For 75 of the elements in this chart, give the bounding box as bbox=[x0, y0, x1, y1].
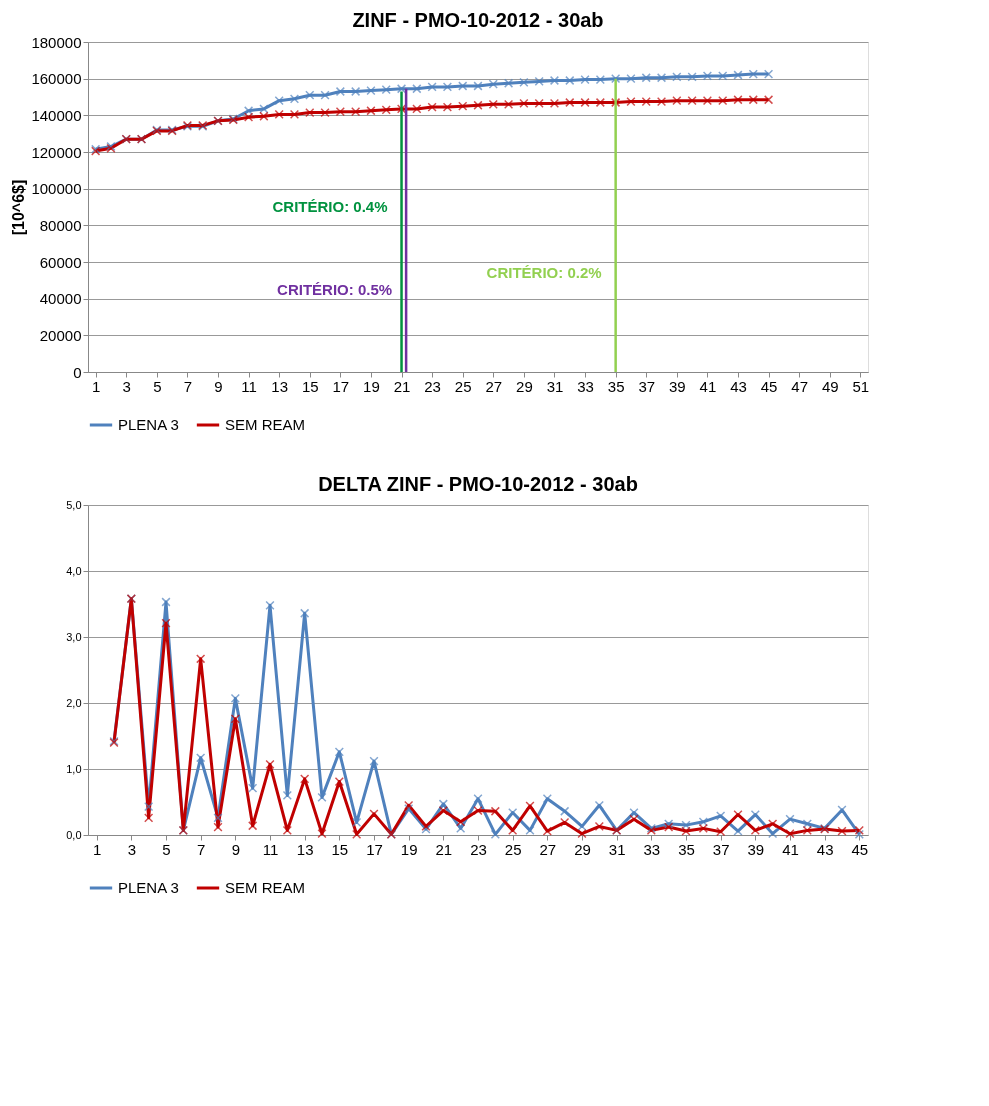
y-tick-label: 2,0 bbox=[66, 696, 82, 709]
x-tick-label: 25 bbox=[504, 840, 522, 858]
x-tick-label: 15 bbox=[301, 377, 319, 395]
y-tick-label: 140000 bbox=[31, 106, 82, 124]
x-tick-label: 45 bbox=[760, 377, 778, 395]
x-tick-label: 35 bbox=[678, 840, 695, 858]
x-tick-label: 31 bbox=[546, 377, 564, 395]
y-tick-label: 0 bbox=[73, 363, 82, 381]
y-tick-label: 100000 bbox=[31, 180, 82, 198]
x-tick-label: 49 bbox=[821, 377, 839, 395]
series-label: CRITÉRIO: 0.2% bbox=[486, 264, 602, 281]
x-tick-label: 21 bbox=[435, 840, 453, 858]
y-tick-label: 40000 bbox=[39, 290, 82, 308]
x-tick-label: 39 bbox=[747, 840, 765, 858]
x-tick-label: 1 bbox=[92, 840, 102, 858]
x-tick-label: 19 bbox=[400, 840, 418, 858]
x-tick-label: 17 bbox=[332, 377, 350, 395]
legend-label: SEM REAM bbox=[225, 879, 306, 896]
x-tick-label: 15 bbox=[331, 840, 349, 858]
y-tick-label: 4,0 bbox=[66, 564, 82, 577]
x-tick-label: 3 bbox=[127, 840, 137, 858]
legend-label: PLENA 3 bbox=[118, 879, 179, 896]
y-tick-label: 20000 bbox=[39, 326, 82, 344]
x-tick-label: 39 bbox=[668, 377, 686, 395]
x-tick-label: 23 bbox=[470, 840, 487, 858]
y-tick-label: 160000 bbox=[31, 70, 82, 88]
x-tick-label: 1 bbox=[91, 377, 101, 395]
x-tick-label: 13 bbox=[296, 840, 314, 858]
series-label: CRITÉRIO: 0.5% bbox=[277, 280, 393, 298]
y-tick-label: 0,0 bbox=[66, 828, 82, 841]
x-tick-label: 31 bbox=[608, 840, 626, 858]
x-tick-label: 37 bbox=[712, 840, 730, 858]
y-tick-label: 180000 bbox=[31, 33, 82, 51]
y-tick-label: 3,0 bbox=[66, 630, 82, 643]
x-tick-label: 23 bbox=[424, 377, 441, 395]
x-tick-label: 5 bbox=[153, 377, 162, 395]
x-tick-label: 9 bbox=[214, 377, 223, 395]
x-tick-label: 45 bbox=[851, 840, 869, 858]
x-tick-label: 33 bbox=[577, 377, 594, 395]
x-tick-label: 35 bbox=[607, 377, 625, 395]
x-tick-label: 29 bbox=[574, 840, 591, 858]
x-tick-label: 19 bbox=[363, 377, 380, 395]
x-tick-label: 3 bbox=[122, 377, 131, 395]
x-tick-label: 11 bbox=[262, 840, 279, 858]
x-tick-label: 47 bbox=[791, 377, 809, 395]
x-tick-label: 43 bbox=[730, 377, 747, 395]
y-tick-label: 5,0 bbox=[66, 498, 82, 511]
x-tick-label: 27 bbox=[539, 840, 557, 858]
x-tick-label: 5 bbox=[162, 840, 171, 858]
x-tick-label: 7 bbox=[183, 377, 193, 395]
series-label: CRITÉRIO: 0.4% bbox=[272, 198, 388, 215]
y-tick-label: 120000 bbox=[31, 143, 82, 161]
legend-label: SEM REAM bbox=[225, 416, 306, 433]
x-tick-label: 7 bbox=[196, 840, 206, 858]
y-tick-label: 80000 bbox=[39, 216, 82, 234]
x-tick-label: 25 bbox=[454, 377, 472, 395]
y-axis-title: [10^6$] bbox=[10, 179, 28, 236]
x-tick-label: 17 bbox=[366, 840, 383, 858]
x-tick-label: 51 bbox=[852, 377, 870, 395]
x-tick-label: 43 bbox=[816, 840, 834, 858]
y-tick-label: 60000 bbox=[39, 253, 82, 271]
chart-title: DELTA ZINF - PMO-10-2012 - 30ab bbox=[318, 473, 638, 495]
legend-label: PLENA 3 bbox=[118, 416, 179, 433]
x-tick-label: 9 bbox=[231, 840, 241, 858]
x-tick-label: 37 bbox=[638, 377, 656, 395]
x-tick-label: 27 bbox=[485, 377, 503, 395]
x-tick-label: 33 bbox=[643, 840, 661, 858]
x-tick-label: 13 bbox=[271, 377, 289, 395]
x-tick-label: 41 bbox=[782, 840, 799, 858]
x-tick-label: 41 bbox=[699, 377, 717, 395]
chart-title: ZINF - PMO-10-2012 - 30ab bbox=[352, 9, 604, 31]
y-tick-label: 1,0 bbox=[66, 762, 82, 775]
x-tick-label: 11 bbox=[241, 377, 257, 395]
x-tick-label: 29 bbox=[516, 377, 533, 395]
x-tick-label: 21 bbox=[393, 377, 411, 395]
